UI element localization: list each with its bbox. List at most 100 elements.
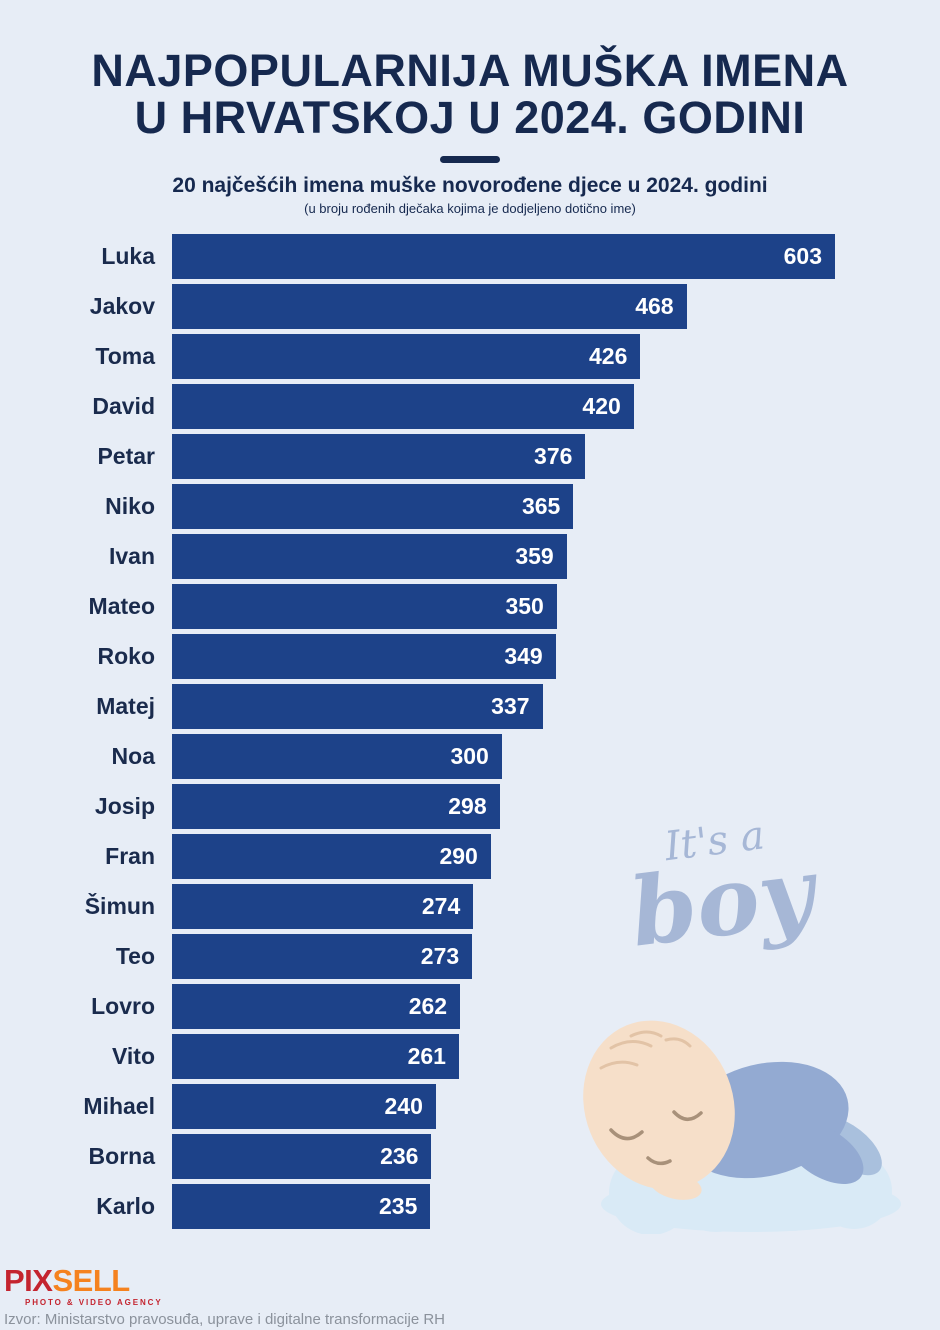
page-title-line2: U HRVATSKOJ U 2024. GODINI <box>134 91 806 143</box>
chart-row: Jakov 468 <box>0 281 940 331</box>
bar-track: 273 <box>172 933 835 979</box>
bar-category-label: Fran <box>105 842 155 869</box>
bar-category-label: Lovro <box>91 992 155 1019</box>
bar-category-label: Teo <box>115 942 155 969</box>
bar-track: 350 <box>172 583 835 629</box>
bar-track: 376 <box>172 433 835 479</box>
script-line2: boy <box>624 837 820 969</box>
pixsell-logo: PIXSELL <box>4 1265 445 1296</box>
bar-value-label: 468 <box>635 292 674 319</box>
bar: 273 <box>172 933 473 979</box>
bar: 376 <box>172 433 586 479</box>
logo-text-pix: PIX <box>4 1263 53 1298</box>
bar-track: 262 <box>172 983 835 1029</box>
chart-row: Mihael 240 <box>0 1081 940 1131</box>
chart-subtitle: 20 najčešćih imena muške novorođene djec… <box>172 173 768 197</box>
bar-value-label: 262 <box>408 992 448 1019</box>
bar: 300 <box>172 733 502 779</box>
footer: PIXSELL PHOTO & VIDEO AGENCY Izvor: Mini… <box>4 1265 445 1328</box>
bar-value-label: 349 <box>504 642 543 669</box>
bar-track: 240 <box>172 1083 835 1129</box>
bar-value-label: 236 <box>380 1142 419 1169</box>
bar-value-label: 261 <box>407 1042 446 1069</box>
bar-value-label: 603 <box>783 242 822 269</box>
its-a-boy-script: It's a boy <box>605 805 834 969</box>
bar-value-label: 300 <box>450 742 489 769</box>
page-title: NAJPOPULARNIJA MUŠKA IMENA U HRVATSKOJ U… <box>0 45 940 143</box>
hair-swirls <box>599 1030 692 1070</box>
bar: 235 <box>172 1183 431 1229</box>
bar: 290 <box>172 833 491 879</box>
chart-row: Mateo 350 <box>0 581 940 631</box>
bar-category-label: Borna <box>88 1142 155 1169</box>
chart-row: Josip 298 <box>0 781 940 831</box>
bar-value-label: 359 <box>515 542 554 569</box>
bar-category-label: Vito <box>111 1042 155 1069</box>
chart-note: (u broju rođenih dječaka kojima je dodje… <box>304 200 636 216</box>
sleeping-baby-illustration <box>583 1020 901 1234</box>
bar-track: 420 <box>172 383 835 429</box>
bar: 420 <box>172 383 634 429</box>
bar-chart: Luka 603 Jakov 468 Toma 426 David 420 Petar 376 Ni… <box>0 231 940 1231</box>
bar-track: 468 <box>172 283 835 329</box>
bar-category-label: Luka <box>101 242 155 269</box>
bar-track: 603 <box>172 233 835 279</box>
logo-text-sell: SELL <box>52 1263 130 1298</box>
bar-track: 349 <box>172 633 835 679</box>
chart-row: Roko 349 <box>0 631 940 681</box>
bar-category-label: Niko <box>105 492 155 519</box>
header: NAJPOPULARNIJA MUŠKA IMENA U HRVATSKOJ U… <box>0 0 940 216</box>
bar-category-label: David <box>92 392 155 419</box>
chart-row: Luka 603 <box>0 231 940 281</box>
bar: 359 <box>172 533 567 579</box>
bar-value-label: 376 <box>534 442 573 469</box>
chart-row: Matej 337 <box>0 681 940 731</box>
title-divider <box>440 155 500 163</box>
bar-value-label: 365 <box>521 492 561 519</box>
chart-row: Toma 426 <box>0 331 940 381</box>
bar-track: 300 <box>172 733 835 779</box>
chart-row: Fran 290 <box>0 831 940 881</box>
bar: 261 <box>172 1033 459 1079</box>
bar-value-label: 420 <box>582 392 621 419</box>
bar-category-label: Jakov <box>89 292 155 319</box>
bar-track: 236 <box>172 1133 835 1179</box>
bar: 365 <box>172 483 574 529</box>
chart-row: Šimun 274 <box>0 881 940 931</box>
bar: 262 <box>172 983 461 1029</box>
bar-value-label: 290 <box>439 842 478 869</box>
page-title-line1: NAJPOPULARNIJA MUŠKA IMENA <box>91 45 849 96</box>
bar-category-label: Šimun <box>84 892 155 919</box>
bar-track: 235 <box>172 1183 835 1229</box>
bar-value-label: 274 <box>421 892 461 919</box>
bar-value-label: 350 <box>505 592 544 619</box>
source-text: Izvor: Ministarstvo pravosuđa, uprave i … <box>4 1311 446 1328</box>
bar-value-label: 273 <box>420 942 460 969</box>
chart-row: Karlo 235 <box>0 1181 940 1231</box>
chart-row: Ivan 359 <box>0 531 940 581</box>
bar-value-label: 337 <box>491 692 530 719</box>
bar-track: 359 <box>172 533 835 579</box>
bar-category-label: Karlo <box>96 1192 155 1219</box>
bar: 603 <box>172 233 835 279</box>
baby-face <box>609 1110 703 1166</box>
bar: 240 <box>172 1083 436 1129</box>
bar-value-label: 235 <box>379 1192 418 1219</box>
chart-row: David 420 <box>0 381 940 431</box>
bar-track: 426 <box>172 333 835 379</box>
bar-category-label: Petar <box>97 442 155 469</box>
chart-row: Noa 300 <box>0 731 940 781</box>
bar-category-label: Roko <box>97 642 156 669</box>
bar-category-label: Matej <box>96 692 155 719</box>
bar-track: 298 <box>172 783 835 829</box>
baby-leg <box>784 1122 864 1184</box>
bar-value-label: 298 <box>448 792 487 819</box>
bar: 349 <box>172 633 556 679</box>
bar: 298 <box>172 783 500 829</box>
logo-tagline: PHOTO & VIDEO AGENCY <box>25 1298 163 1307</box>
bar: 426 <box>172 333 641 379</box>
chart-row: Borna 236 <box>0 1131 940 1181</box>
bar-track: 365 <box>172 483 835 529</box>
bar-category-label: Toma <box>95 342 155 369</box>
bar-category-label: Ivan <box>108 542 155 569</box>
